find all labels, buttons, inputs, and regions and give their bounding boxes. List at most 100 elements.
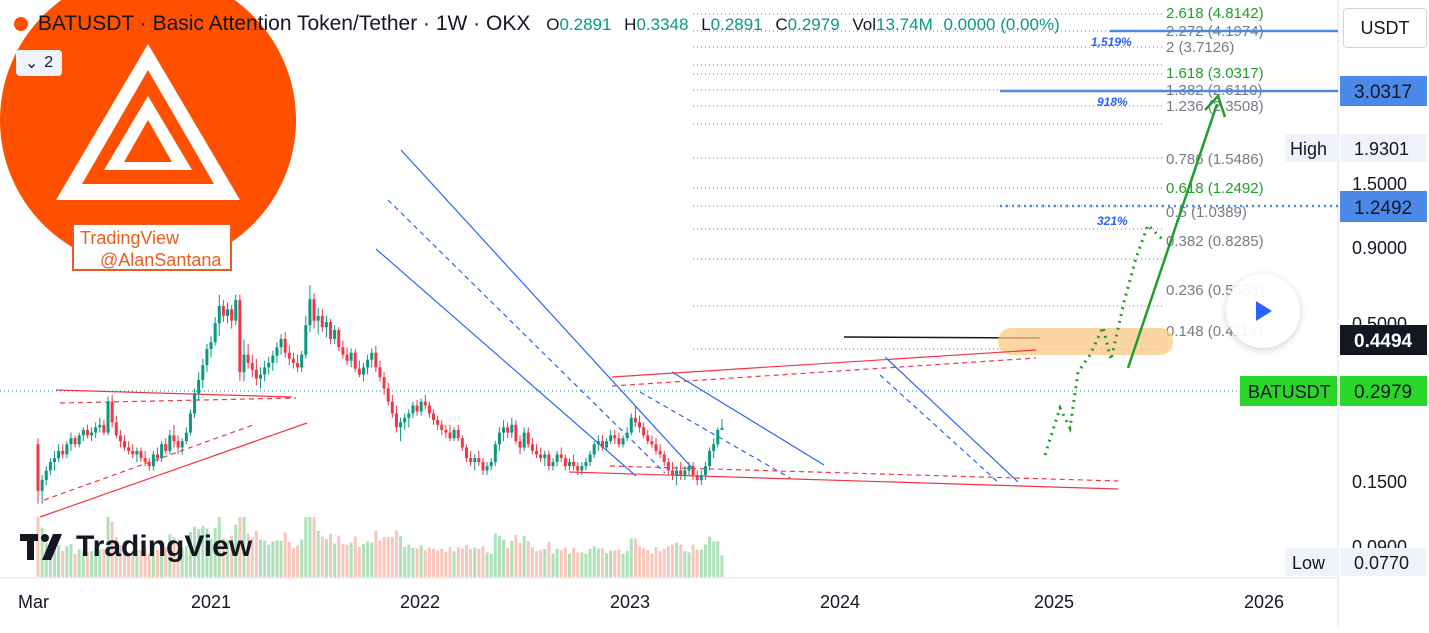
high-tag-text: High [1290,139,1327,159]
x-tick-2023: 2023 [610,592,650,612]
candle-body [617,438,621,445]
consolidation-channel[interactable] [568,349,1119,490]
volume-bar [188,531,192,577]
candlesticks[interactable] [36,285,724,504]
fib-label-0618: 0.618 (1.2492) [1166,180,1264,197]
currency-button[interactable]: USDT [1343,8,1427,48]
volume-bar [65,546,69,577]
volume-bar [415,548,419,577]
candle-body [77,435,81,445]
volume-bar [234,524,238,577]
fibonacci-extension[interactable] [693,13,1165,350]
x-tick-mar: Mar [18,592,49,612]
candle-body [695,475,699,480]
falling-channel-2023[interactable] [639,371,825,479]
volume-bar [48,546,52,577]
candle-body [629,417,633,433]
symbol-header[interactable]: BATUSDT · Basic Attention Token/Tether ·… [14,12,1060,36]
candle-body [250,362,254,370]
volume-bar [382,537,386,577]
volume-bar [695,549,699,577]
volume-bar [518,542,522,577]
volume-bar [662,548,666,577]
bat-logo-core [124,120,172,162]
volume-bar [221,538,225,577]
candle-body [337,329,341,348]
candle-body [403,417,407,423]
candle-body [226,309,230,316]
candle-body [514,424,518,442]
candle-body [143,458,147,463]
indicators-collapse-button[interactable]: ⌄ 2 [16,50,62,76]
volume-bar [357,547,361,577]
candle-body [502,427,506,433]
falling-channel-2022[interactable] [375,149,695,477]
candle-body [427,405,431,414]
volume-bar [469,548,473,577]
candle-body [193,393,197,414]
volume-bar [102,548,106,577]
volume-bar [279,540,283,577]
volume-bar [670,544,674,577]
candle-body [650,441,654,445]
candle-body [127,447,131,451]
candle-body [440,424,444,430]
candle-body [242,354,246,373]
candle-body [52,458,56,463]
resistance-highlight[interactable] [998,328,1173,355]
low-label: L [701,15,711,34]
volume-bar [691,544,695,577]
volume-bar [621,553,625,577]
candle-body [642,427,646,436]
fib-label-0786: 0.786 (1.5486) [1166,151,1264,168]
volume-bar [329,533,333,577]
falling-channel-2024[interactable] [879,356,1019,485]
volume-bar [263,540,267,577]
candle-body [160,444,164,459]
x-tick-2026: 2026 [1244,592,1284,612]
volume-bar [139,550,143,577]
volume-bar [497,535,501,577]
candle-body [353,352,357,369]
target-price-text: 3.0317 [1354,82,1412,103]
candle-body [580,466,584,471]
percent-labels: 1,519% 918% 321% [1091,35,1132,228]
author-watermark: TradingView @AlanSantana [72,223,232,271]
candle-body [209,342,213,350]
play-icon [1256,301,1272,321]
tradingview-logo-icon [20,534,62,560]
candle-body [563,458,567,467]
candle-body [230,309,234,321]
symbol-title[interactable]: BATUSDT · Basic Attention Token/Tether ·… [37,12,531,35]
candle-body [139,450,143,459]
low-tag-text: Low [1292,553,1326,573]
candle-body [36,444,40,491]
candle-body [390,401,394,414]
candle-body [555,454,559,463]
replay-button[interactable] [1226,274,1300,348]
candle-body [683,470,687,476]
triangle-bottom-dash [43,423,257,501]
volume-bar [184,546,188,577]
ascending-triangle-2020[interactable] [39,389,308,518]
volume-bar [399,536,403,577]
projection-dotted-path[interactable] [1043,222,1165,456]
volume-bar [502,539,506,577]
volume-bar [160,540,164,577]
volume-bar [94,548,98,577]
volume-bar [230,535,234,577]
candle-body [329,321,333,339]
price-axis[interactable]: 1.5000 0.9000 0.5000 0.1500 0.0900 [1352,174,1407,557]
volume-bar [699,549,703,577]
time-axis[interactable]: Mar 2021 2022 2023 2024 2025 2026 [18,592,1284,612]
volume-bar [584,553,588,577]
candle-body [238,300,242,373]
projection-arrow-line[interactable] [1126,103,1219,369]
candle-body [592,444,596,455]
tradingview-logo[interactable]: TradingView [20,530,252,564]
bat-logo [0,0,296,268]
candle-body [48,462,52,471]
volume-bar [345,544,349,577]
